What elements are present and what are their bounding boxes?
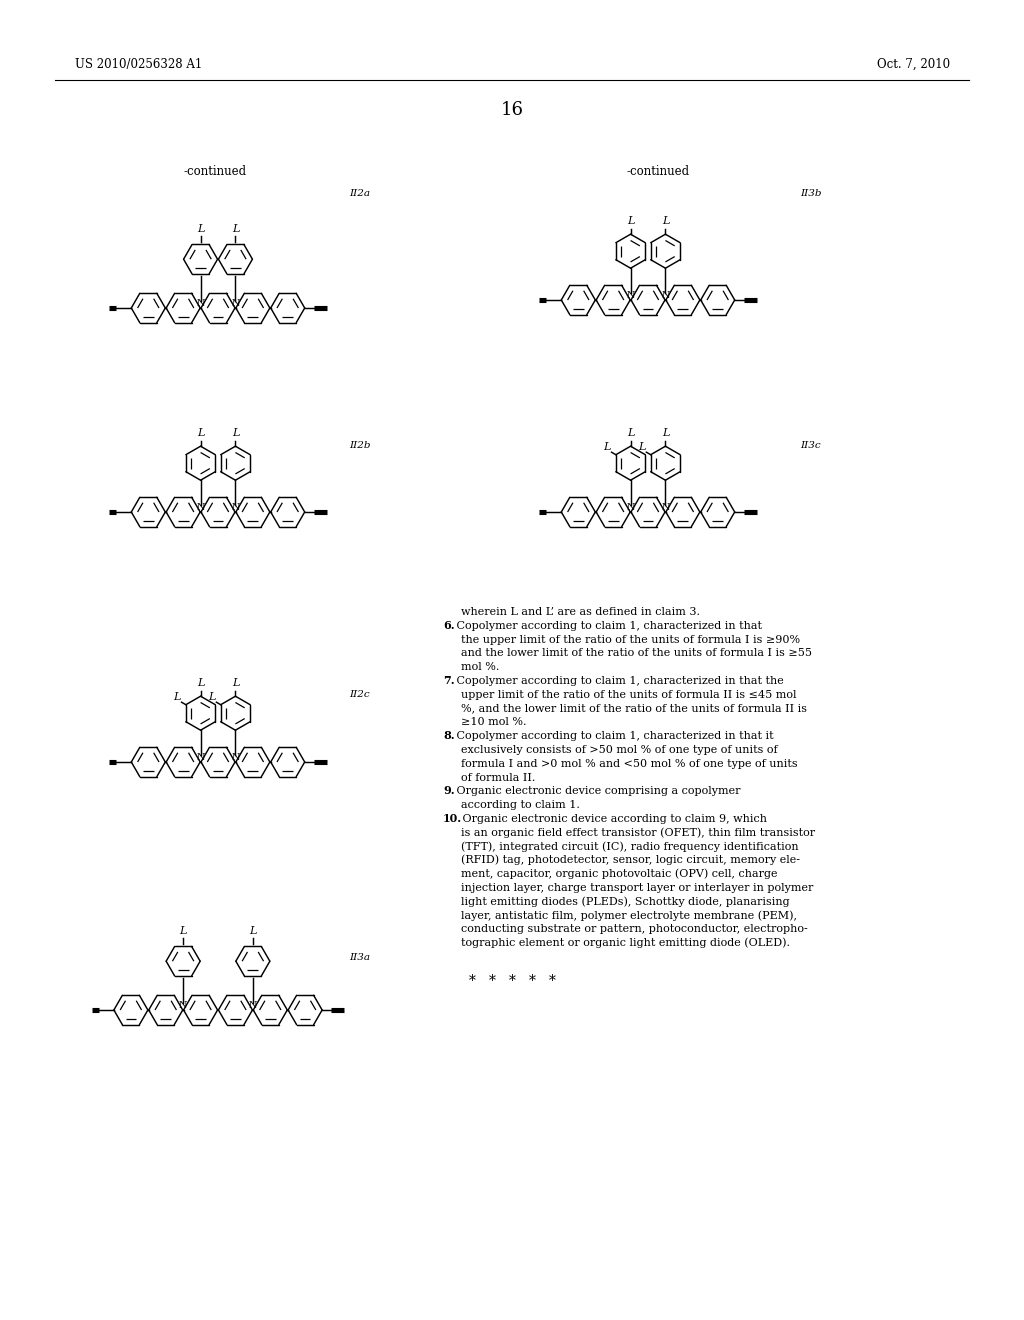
- Text: N: N: [197, 752, 205, 762]
- Text: N: N: [627, 290, 635, 300]
- Text: ≥10 mol %.: ≥10 mol %.: [461, 717, 526, 727]
- Text: injection layer, charge transport layer or interlayer in polymer: injection layer, charge transport layer …: [461, 883, 813, 894]
- Text: mol %.: mol %.: [461, 663, 500, 672]
- Text: L: L: [197, 224, 204, 234]
- Text: light emitting diodes (PLEDs), Schottky diode, planarising: light emitting diodes (PLEDs), Schottky …: [461, 896, 790, 907]
- Text: is an organic field effect transistor (OFET), thin film transistor: is an organic field effect transistor (O…: [461, 828, 815, 838]
- Text: 6.: 6.: [443, 620, 455, 631]
- Text: of formula II.: of formula II.: [461, 772, 536, 783]
- Text: -continued: -continued: [627, 165, 689, 178]
- Text: Organic electronic device according to claim 9, which: Organic electronic device according to c…: [459, 814, 767, 824]
- Text: L: L: [208, 692, 216, 702]
- Text: Copolymer according to claim 1, characterized in that it: Copolymer according to claim 1, characte…: [454, 731, 774, 742]
- Text: N: N: [231, 752, 240, 762]
- Text: L: L: [231, 428, 240, 438]
- Text: II3b: II3b: [800, 189, 821, 198]
- Text: N: N: [627, 503, 635, 511]
- Text: L: L: [249, 927, 257, 936]
- Text: L: L: [662, 428, 669, 438]
- Text: N: N: [179, 1001, 187, 1010]
- Text: II2a: II2a: [349, 189, 370, 198]
- Text: N: N: [197, 298, 205, 308]
- Text: 10.: 10.: [443, 813, 462, 824]
- Text: L: L: [231, 224, 240, 234]
- Text: Copolymer according to claim 1, characterized in that: Copolymer according to claim 1, characte…: [454, 620, 763, 631]
- Text: N: N: [662, 503, 670, 511]
- Text: upper limit of the ratio of the units of formula II is ≤45 mol: upper limit of the ratio of the units of…: [461, 690, 797, 700]
- Text: L: L: [627, 428, 634, 438]
- Text: L: L: [197, 428, 204, 438]
- Text: II3c: II3c: [800, 441, 820, 450]
- Text: II2b: II2b: [349, 441, 371, 450]
- Text: N: N: [231, 298, 240, 308]
- Text: L: L: [627, 216, 634, 226]
- Text: Copolymer according to claim 1, characterized in that the: Copolymer according to claim 1, characte…: [454, 676, 784, 686]
- Text: N: N: [197, 503, 205, 511]
- Text: L: L: [231, 678, 240, 688]
- Text: 16: 16: [501, 102, 523, 119]
- Text: Oct. 7, 2010: Oct. 7, 2010: [877, 58, 950, 71]
- Text: and the lower limit of the ratio of the units of formula I is ≥55: and the lower limit of the ratio of the …: [461, 648, 812, 659]
- Text: 9.: 9.: [443, 785, 455, 796]
- Text: wherein L and L’ are as defined in claim 3.: wherein L and L’ are as defined in claim…: [461, 607, 700, 616]
- Text: Organic electronic device comprising a copolymer: Organic electronic device comprising a c…: [454, 787, 741, 796]
- Text: L: L: [638, 442, 646, 451]
- Text: L: L: [603, 442, 611, 451]
- Text: exclusively consists of >50 mol % of one type of units of: exclusively consists of >50 mol % of one…: [461, 744, 777, 755]
- Text: L: L: [197, 678, 204, 688]
- Text: -continued: -continued: [183, 165, 247, 178]
- Text: %, and the lower limit of the ratio of the units of formula II is: %, and the lower limit of the ratio of t…: [461, 704, 807, 714]
- Text: the upper limit of the ratio of the units of formula I is ≥90%: the upper limit of the ratio of the unit…: [461, 635, 800, 644]
- Text: tographic element or organic light emitting diode (OLED).: tographic element or organic light emitt…: [461, 937, 790, 948]
- Text: II3a: II3a: [349, 953, 370, 962]
- Text: L: L: [173, 692, 181, 702]
- Text: ment, capacitor, organic photovoltaic (OPV) cell, charge: ment, capacitor, organic photovoltaic (O…: [461, 869, 777, 879]
- Text: (RFID) tag, photodetector, sensor, logic circuit, memory ele-: (RFID) tag, photodetector, sensor, logic…: [461, 855, 800, 866]
- Text: layer, antistatic film, polymer electrolyte membrane (PEM),: layer, antistatic film, polymer electrol…: [461, 909, 797, 920]
- Text: L: L: [662, 216, 669, 226]
- Text: N: N: [249, 1001, 257, 1010]
- Text: (TFT), integrated circuit (IC), radio frequency identification: (TFT), integrated circuit (IC), radio fr…: [461, 841, 799, 851]
- Text: L: L: [179, 927, 186, 936]
- Text: 8.: 8.: [443, 730, 455, 742]
- Text: formula I and >0 mol % and <50 mol % of one type of units: formula I and >0 mol % and <50 mol % of …: [461, 759, 798, 768]
- Text: II2c: II2c: [349, 690, 370, 700]
- Text: 7.: 7.: [443, 675, 455, 686]
- Text: *   *   *   *   *: * * * * *: [469, 974, 555, 987]
- Text: N: N: [662, 290, 670, 300]
- Text: N: N: [231, 503, 240, 511]
- Text: according to claim 1.: according to claim 1.: [461, 800, 580, 810]
- Text: US 2010/0256328 A1: US 2010/0256328 A1: [75, 58, 203, 71]
- Text: conducting substrate or pattern, photoconductor, electropho-: conducting substrate or pattern, photoco…: [461, 924, 808, 935]
